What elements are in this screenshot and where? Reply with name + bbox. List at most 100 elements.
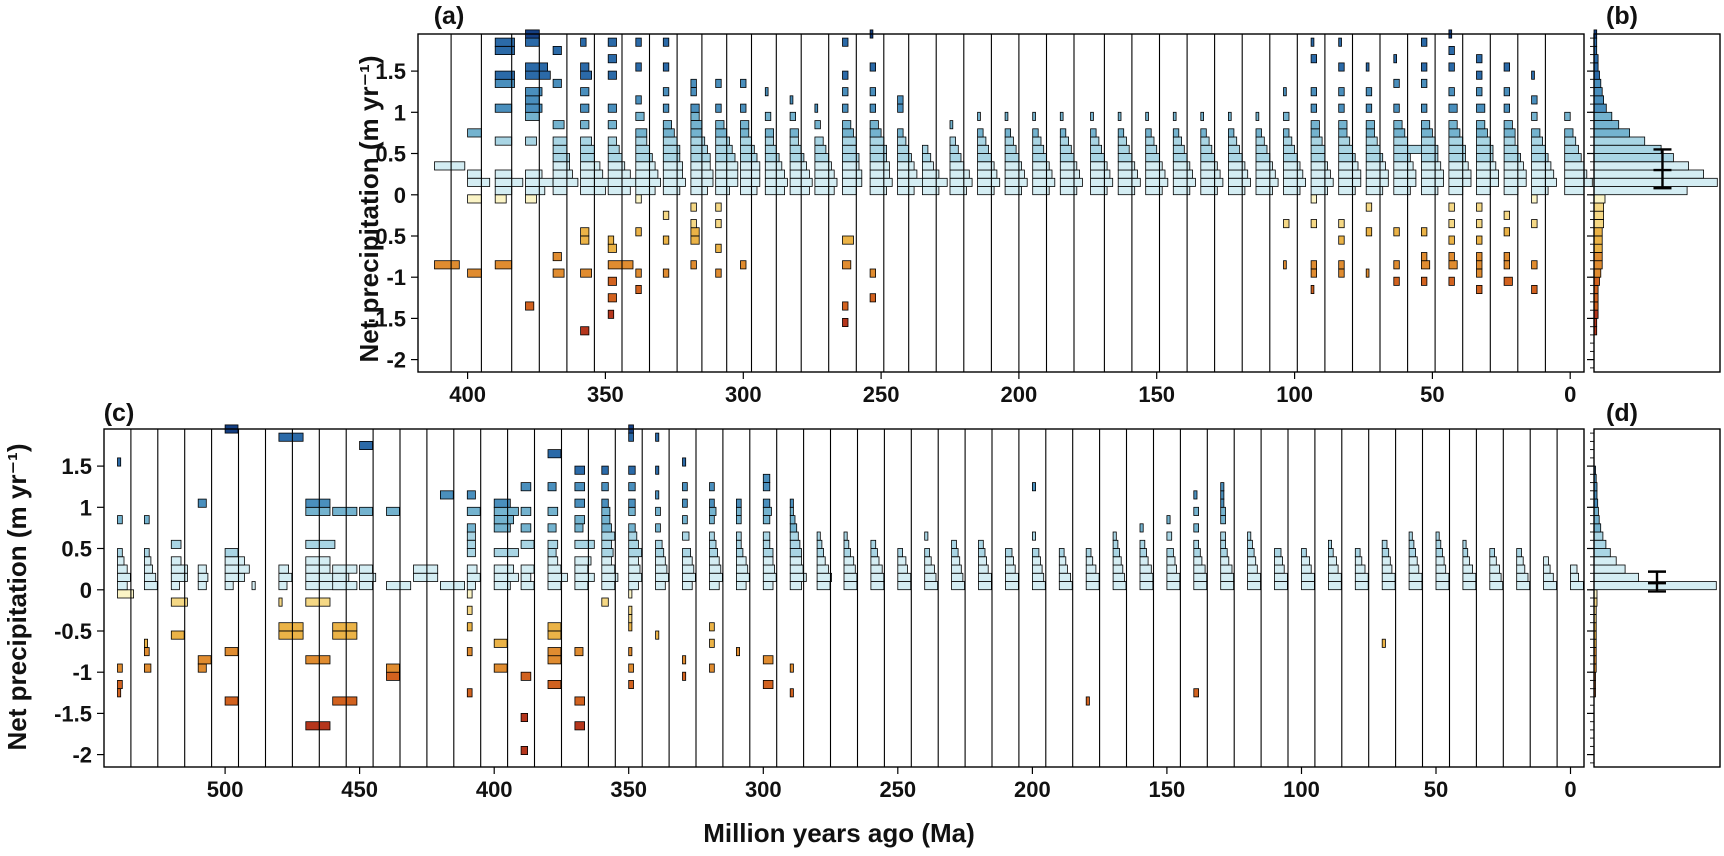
histogram-bar <box>547 622 562 632</box>
histogram-bar <box>951 556 961 566</box>
histogram-bar <box>601 482 609 492</box>
histogram-bar <box>870 572 885 582</box>
histogram-bar <box>978 556 988 566</box>
histogram-bar <box>1531 111 1538 121</box>
histogram-bar <box>525 301 535 311</box>
histogram-bar <box>1059 144 1072 154</box>
y-tick-label: 1 <box>394 100 406 125</box>
histogram-bar <box>1516 548 1522 558</box>
histogram-bar <box>628 531 638 541</box>
histogram-bar <box>635 227 642 237</box>
histogram-bar <box>1228 128 1235 138</box>
histogram-bar <box>494 260 513 270</box>
histogram-bar <box>143 515 150 525</box>
histogram-bar <box>467 194 482 204</box>
x-tick-label: 450 <box>341 777 378 802</box>
histogram-bar <box>1059 136 1070 146</box>
histogram-bar <box>870 564 883 574</box>
histogram-bar <box>1247 572 1261 582</box>
histogram-bar <box>764 136 774 146</box>
histogram-bar <box>949 161 965 171</box>
histogram-bar <box>628 482 636 492</box>
histogram-bar <box>977 169 998 179</box>
histogram-bar <box>1220 531 1226 541</box>
histogram-bar <box>1408 556 1418 566</box>
histogram-bar <box>1476 136 1491 146</box>
histogram-bar <box>1085 572 1100 582</box>
histogram-bar <box>1283 136 1293 146</box>
histogram-bar <box>1139 539 1146 549</box>
histogram-bar <box>1421 252 1428 262</box>
histogram-bar <box>842 120 852 130</box>
histogram-bar <box>1381 548 1390 558</box>
histogram-bar <box>762 482 771 492</box>
x-axis-title: Million years ago (Ma) <box>703 818 975 848</box>
histogram-bar <box>1421 227 1428 237</box>
histogram-bar <box>494 194 507 204</box>
histogram-bar <box>682 531 690 541</box>
x-tick-label: 400 <box>476 777 513 802</box>
histogram-bar <box>580 169 604 179</box>
histogram-bar <box>1476 219 1483 229</box>
histogram-bar <box>635 284 642 294</box>
histogram-bar <box>607 37 617 47</box>
histogram-bar <box>682 457 687 467</box>
histogram-bar <box>762 531 771 541</box>
histogram-bar <box>332 622 358 632</box>
x-tick-label: 500 <box>207 777 244 802</box>
histogram-bar <box>789 136 799 146</box>
histogram-bar <box>789 161 807 171</box>
histogram-bar <box>814 153 830 163</box>
histogram-bar <box>662 103 670 113</box>
histogram-bar <box>1393 103 1400 113</box>
histogram-bar <box>1090 111 1094 121</box>
histogram-bar <box>1310 128 1320 138</box>
histogram-bar <box>552 78 562 88</box>
histogram-bar <box>1139 564 1152 574</box>
histogram-bar <box>493 663 508 673</box>
histogram-bar <box>525 62 549 72</box>
histogram-bar <box>224 548 239 558</box>
histogram-bar <box>1338 62 1345 72</box>
histogram-bar <box>607 293 617 303</box>
histogram-bar <box>1112 581 1127 591</box>
histogram-bar <box>1247 531 1252 541</box>
histogram-bar <box>466 589 473 599</box>
histogram-bar <box>1531 169 1555 179</box>
histogram-bar <box>715 128 728 138</box>
histogram-bar <box>1058 556 1067 566</box>
histogram-bar <box>547 680 562 690</box>
histogram-bar <box>547 523 557 533</box>
histogram-bar <box>1172 169 1194 179</box>
histogram-bar <box>1503 144 1519 154</box>
histogram-bar <box>1564 144 1579 154</box>
histogram-bar <box>143 556 152 566</box>
histogram-bar <box>662 169 683 179</box>
histogram-bar <box>978 572 992 582</box>
histogram-bar <box>814 136 824 146</box>
histogram-bar <box>1166 531 1173 541</box>
histogram-bar <box>1421 103 1428 113</box>
histogram-bar <box>1172 144 1185 154</box>
histogram-bar <box>1365 177 1389 187</box>
histogram-bar <box>547 630 562 640</box>
histogram-bar <box>224 556 245 566</box>
histogram-bar <box>740 169 761 179</box>
histogram-bar <box>764 169 785 179</box>
histogram-bar <box>682 581 693 591</box>
histogram-bar <box>1255 136 1265 146</box>
histogram-bar <box>1283 177 1307 187</box>
histogram-bar <box>332 581 358 591</box>
histogram-bar <box>789 498 794 508</box>
histogram-bar <box>736 548 744 558</box>
histogram-bar <box>1381 564 1393 574</box>
y-axis-title-bottom: Net precipitation (m yr⁻¹) <box>2 444 32 751</box>
histogram-bar <box>789 95 794 105</box>
histogram-bar <box>466 581 476 591</box>
histogram-bar <box>547 482 557 492</box>
histogram-bar <box>1004 111 1009 121</box>
histogram-bar <box>520 671 532 681</box>
histogram-bar <box>143 548 150 558</box>
histogram-bar <box>1462 539 1467 549</box>
histogram-bar <box>635 169 659 179</box>
